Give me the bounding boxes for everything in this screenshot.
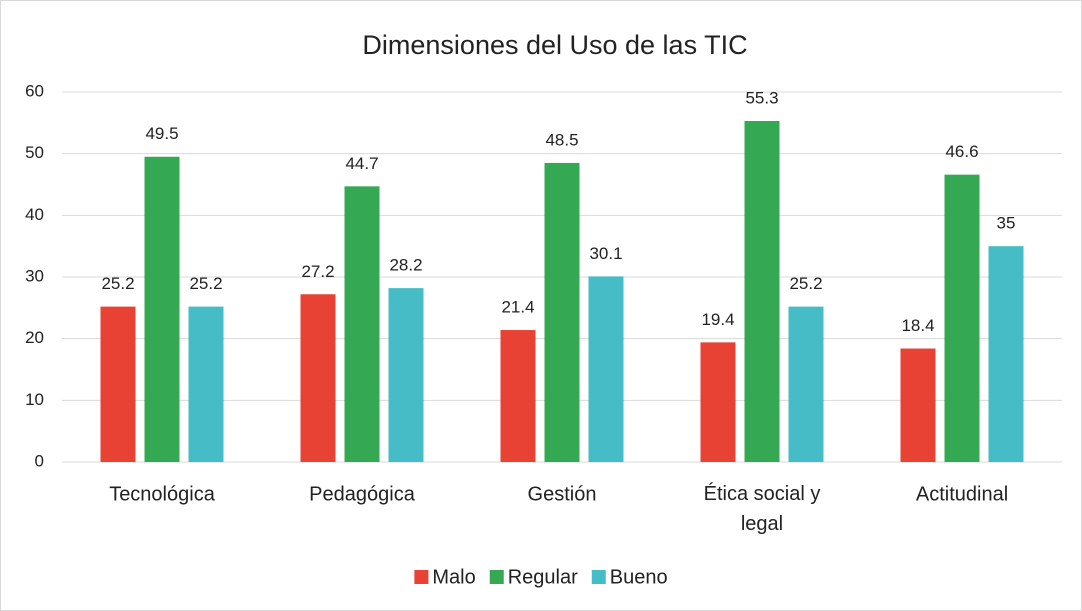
bar: [144, 156, 180, 462]
legend-swatch: [489, 570, 504, 584]
bar: [300, 294, 336, 462]
value-label: 28.2: [389, 256, 422, 275]
y-tick-label: 50: [25, 143, 44, 162]
bar: [344, 186, 380, 462]
bar: [988, 246, 1024, 462]
bar: [544, 162, 580, 462]
bar: [944, 174, 980, 462]
y-tick-label: 10: [25, 390, 44, 409]
legend-swatch: [414, 570, 429, 584]
legend-swatch: [591, 570, 606, 584]
value-label: 35: [997, 214, 1016, 233]
x-tick-label: Ética social y legal: [704, 482, 821, 535]
y-tick-label: 0: [35, 451, 44, 470]
x-tick-label: Actitudinal: [916, 483, 1008, 505]
legend: Malo Regular Bueno: [414, 566, 668, 588]
x-tick-label: Pedagógica: [309, 483, 416, 505]
value-label: 18.4: [901, 316, 934, 335]
x-tick-label: Tecnológica: [109, 483, 216, 505]
bar: [588, 276, 624, 462]
legend-label: Malo: [432, 566, 475, 588]
bar: [100, 306, 136, 462]
bar: [500, 330, 536, 462]
value-label: 30.1: [589, 244, 622, 263]
value-label: 21.4: [501, 298, 534, 317]
value-label: 19.4: [701, 310, 734, 329]
legend-label: Bueno: [610, 566, 668, 588]
value-label: 55.3: [745, 88, 778, 107]
bar: [388, 288, 424, 462]
chart-title: Dimensiones del Uso de las TIC: [362, 30, 747, 60]
value-label: 48.5: [545, 130, 578, 149]
value-label: 25.2: [789, 274, 822, 293]
bar: [788, 306, 824, 462]
bar: [188, 306, 224, 462]
y-tick-label: 40: [25, 205, 44, 224]
x-tick-label: Gestión: [528, 483, 597, 505]
value-label: 49.5: [145, 124, 178, 143]
y-tick-label: 60: [25, 81, 44, 100]
y-tick-label: 20: [25, 328, 44, 347]
value-label: 25.2: [189, 274, 222, 293]
legend-label: Regular: [508, 566, 578, 588]
bar: [744, 120, 780, 462]
bar: [900, 348, 936, 462]
value-label: 46.6: [945, 142, 978, 161]
value-label: 27.2: [301, 262, 334, 281]
value-label: 44.7: [345, 154, 378, 173]
value-label: 25.2: [101, 274, 134, 293]
bar: [700, 342, 736, 462]
y-tick-label: 30: [25, 266, 44, 285]
